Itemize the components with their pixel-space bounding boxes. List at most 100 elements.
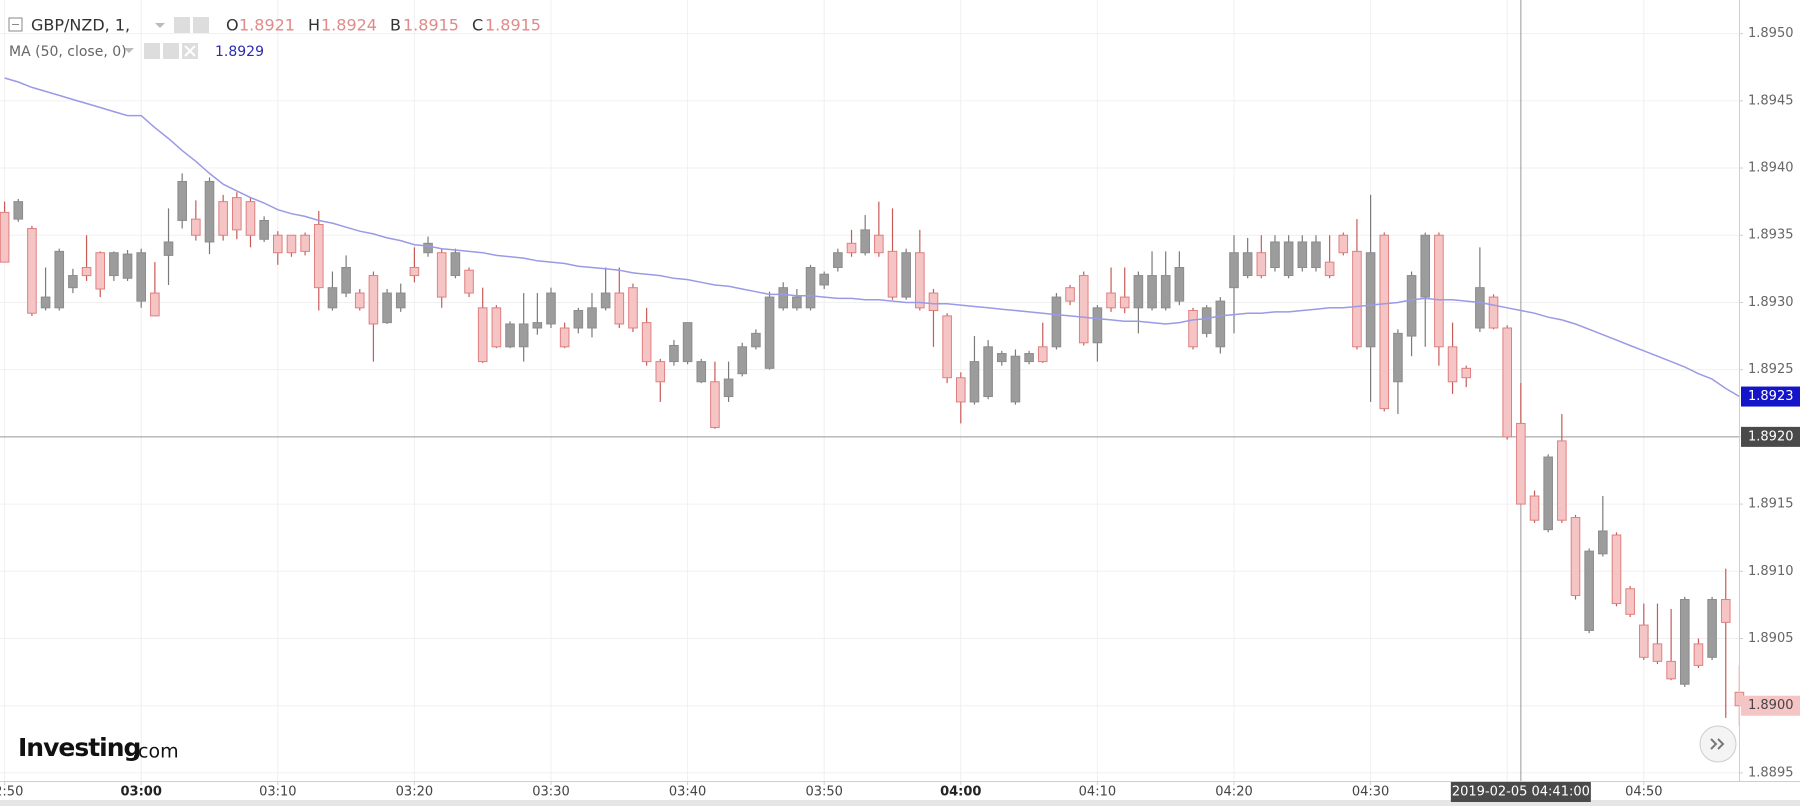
candle-body — [1242, 252, 1253, 277]
candle-body — [628, 287, 638, 329]
candle-body — [846, 242, 857, 254]
y-tick-label: 1.8910 — [1748, 564, 1794, 579]
candle-body — [1256, 252, 1267, 277]
candle-body — [1297, 241, 1308, 269]
candle-body — [1529, 495, 1540, 521]
candle-body — [641, 322, 652, 363]
candle-body — [1215, 300, 1226, 348]
candle-body — [996, 353, 1007, 363]
candle-body — [1707, 599, 1717, 658]
candle-body — [27, 228, 37, 314]
indicator-value: 1.8929 — [215, 44, 264, 60]
candle-body — [1311, 241, 1321, 269]
x-tick-label: 04:50 — [1625, 785, 1662, 800]
candle-body — [1147, 275, 1157, 309]
candle-body — [1570, 517, 1581, 596]
candle-body — [354, 292, 365, 309]
candle-body — [723, 378, 734, 398]
candle-body — [436, 252, 447, 298]
ma-price-tag-box — [1741, 386, 1800, 407]
bottom-strip — [0, 800, 1800, 806]
candle-body — [1051, 296, 1062, 348]
candle-body — [464, 269, 474, 294]
candle-body — [887, 250, 898, 298]
candle-body — [1270, 241, 1280, 269]
candle-body — [177, 180, 187, 221]
candle-body — [1502, 327, 1513, 438]
candle-body — [1625, 588, 1635, 615]
candle-body — [1488, 296, 1499, 329]
collapse-icon[interactable] — [8, 17, 23, 32]
candle-body — [1584, 550, 1594, 631]
candle-body — [737, 346, 748, 375]
candle-body — [874, 234, 884, 254]
dropdown-caret[interactable] — [124, 48, 134, 53]
candle-body — [1283, 241, 1294, 277]
candle-body — [450, 252, 461, 277]
candle-body — [1379, 234, 1390, 410]
y-tick-label: 1.8930 — [1748, 295, 1794, 310]
candle-body — [1010, 355, 1021, 403]
candle-body — [163, 241, 174, 256]
candle-body — [204, 180, 215, 243]
candle-body — [1516, 422, 1526, 505]
y-tick-label: 1.8950 — [1748, 26, 1794, 41]
visibility-icon[interactable] — [174, 17, 190, 33]
candle-body — [313, 223, 324, 289]
candle-body — [833, 252, 843, 269]
candle-body — [1557, 440, 1567, 521]
y-tick-label: 1.8940 — [1748, 161, 1794, 176]
scroll-to-end-button[interactable] — [1699, 725, 1737, 763]
candle-body — [1174, 267, 1185, 302]
candle-body — [286, 234, 297, 254]
x-tick-label: 03:00 — [121, 785, 162, 800]
candle-body — [1037, 346, 1048, 363]
x-tick-label: 03:20 — [396, 785, 433, 800]
candle-body — [0, 211, 10, 263]
x-tick-label: 02:50 — [0, 785, 23, 800]
candle-body — [942, 315, 952, 379]
candle-body — [819, 273, 830, 286]
settings-icon[interactable] — [163, 43, 179, 59]
plot-area — [0, 0, 1745, 781]
candle-body — [1024, 353, 1034, 363]
visibility-icon[interactable] — [144, 43, 160, 59]
logo-suffix: .com — [132, 741, 179, 763]
settings-icon[interactable] — [193, 17, 209, 33]
dropdown-caret[interactable] — [155, 23, 165, 28]
candle-body — [1447, 346, 1458, 383]
candle-body — [764, 296, 775, 369]
candle-body — [1679, 599, 1690, 685]
y-tick-label: 1.8915 — [1748, 497, 1794, 512]
symbol: GBP/NZD, 1, — [31, 16, 130, 35]
candle-body — [805, 267, 816, 309]
candle-body — [1338, 234, 1349, 254]
candle-body — [1598, 530, 1608, 555]
candle-body — [1461, 367, 1472, 379]
candle-body — [136, 252, 146, 302]
candle-body — [1229, 252, 1239, 289]
candle-body — [600, 292, 611, 309]
candle-body — [40, 296, 51, 309]
candle-body — [1078, 275, 1089, 344]
candle-body — [682, 322, 693, 363]
x-tick-label: 03:50 — [805, 785, 842, 800]
candle-body — [368, 275, 379, 325]
candle-body — [13, 201, 24, 220]
candle-body — [655, 361, 666, 383]
legend-label: O — [226, 16, 239, 35]
candle-body — [778, 287, 789, 309]
candle-body — [1324, 261, 1335, 277]
y-tick-label: 1.8895 — [1748, 765, 1794, 780]
candle-body — [1133, 275, 1144, 309]
y-tick-label: 1.8945 — [1748, 93, 1794, 108]
candle-body — [81, 267, 92, 277]
candle-body — [477, 307, 488, 363]
candle-body — [259, 219, 269, 240]
candle-body — [546, 292, 556, 325]
candle-body — [341, 267, 351, 294]
indicator-name: MA (50, close, 0) — [9, 44, 127, 60]
x-tick-label: 04:30 — [1352, 785, 1389, 800]
candle-body — [915, 252, 925, 309]
close-icon-cross — [184, 45, 196, 57]
